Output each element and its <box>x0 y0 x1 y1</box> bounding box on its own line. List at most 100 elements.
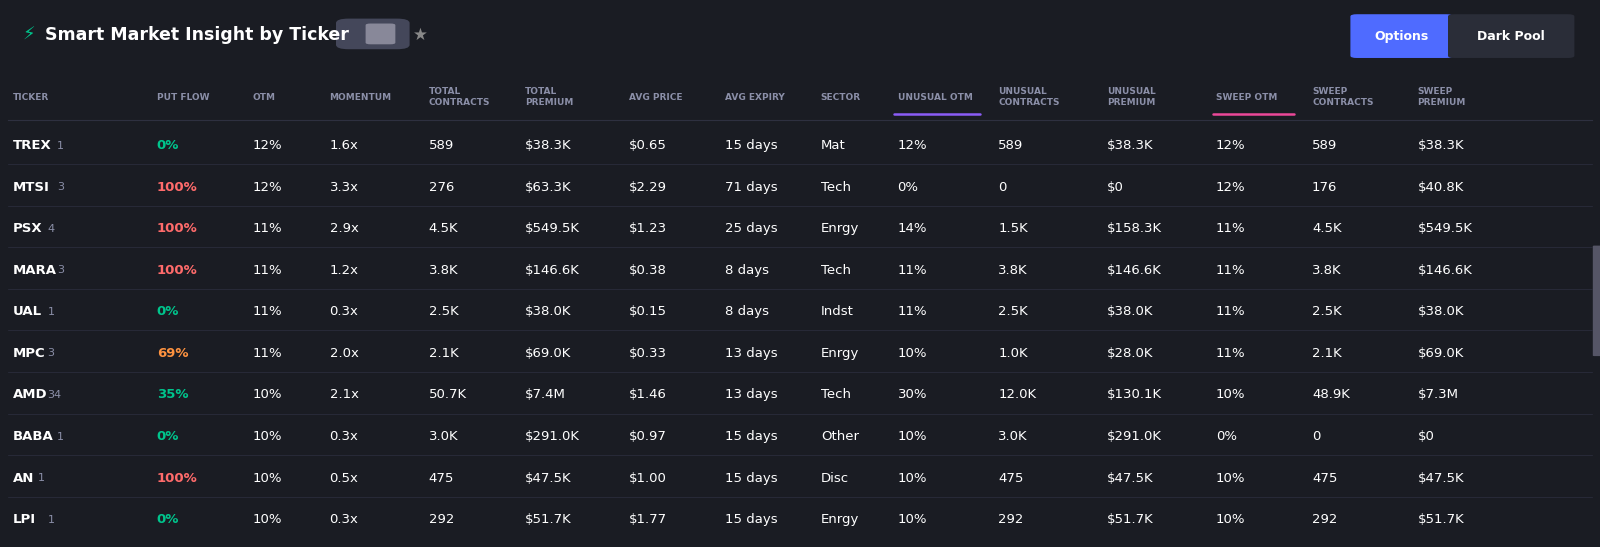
Text: 3.8K: 3.8K <box>429 264 459 277</box>
Text: Smart Market Insight by Ticker: Smart Market Insight by Ticker <box>45 26 349 44</box>
Text: 11%: 11% <box>1216 347 1246 360</box>
Text: 10%: 10% <box>253 513 282 526</box>
Text: $0.65: $0.65 <box>629 139 667 152</box>
Text: 10%: 10% <box>898 347 926 360</box>
Text: 2.1K: 2.1K <box>1312 347 1342 360</box>
Text: 10%: 10% <box>253 430 282 443</box>
Text: 10%: 10% <box>898 430 926 443</box>
Text: 2.5K: 2.5K <box>1312 305 1342 318</box>
Text: 10%: 10% <box>1216 388 1245 401</box>
Text: 2.1K: 2.1K <box>429 347 459 360</box>
Text: $28.0K: $28.0K <box>1107 347 1154 360</box>
Text: ⚡: ⚡ <box>22 26 35 44</box>
Text: 13 days: 13 days <box>725 388 778 401</box>
Text: 15 days: 15 days <box>725 139 778 152</box>
Text: Options: Options <box>1374 30 1429 43</box>
Text: $291.0K: $291.0K <box>1107 430 1162 443</box>
Text: $1.23: $1.23 <box>629 222 667 235</box>
Text: 0%: 0% <box>157 305 179 318</box>
Text: $291.0K: $291.0K <box>525 430 579 443</box>
Text: AN: AN <box>13 472 34 485</box>
Text: $0.15: $0.15 <box>629 305 667 318</box>
Text: 50.7K: 50.7K <box>429 388 467 401</box>
Text: 2.9x: 2.9x <box>330 222 358 235</box>
Text: Mat: Mat <box>821 139 845 152</box>
Text: 13 days: 13 days <box>725 347 778 360</box>
Text: TREX: TREX <box>13 139 51 152</box>
FancyBboxPatch shape <box>336 19 410 49</box>
Text: 30%: 30% <box>898 388 926 401</box>
Text: $47.5K: $47.5K <box>525 472 571 485</box>
Text: $549.5K: $549.5K <box>525 222 579 235</box>
Text: TOTAL
CONTRACTS: TOTAL CONTRACTS <box>429 88 490 107</box>
FancyBboxPatch shape <box>1350 14 1453 58</box>
Text: 0.3x: 0.3x <box>330 513 358 526</box>
Text: 4: 4 <box>48 224 54 234</box>
Text: 11%: 11% <box>1216 264 1246 277</box>
Text: 35%: 35% <box>157 388 189 401</box>
Text: 12%: 12% <box>898 139 928 152</box>
Text: 48.9K: 48.9K <box>1312 388 1350 401</box>
Text: BABA: BABA <box>13 430 53 443</box>
Text: $1.77: $1.77 <box>629 513 667 526</box>
Text: $2.29: $2.29 <box>629 181 667 194</box>
Text: 589: 589 <box>429 139 454 152</box>
Text: 11%: 11% <box>253 347 283 360</box>
Text: 589: 589 <box>1312 139 1338 152</box>
Text: 1.5K: 1.5K <box>998 222 1029 235</box>
Text: $7.3M: $7.3M <box>1418 388 1459 401</box>
Text: 15 days: 15 days <box>725 513 778 526</box>
Text: 10%: 10% <box>253 388 282 401</box>
Text: 1.6x: 1.6x <box>330 139 358 152</box>
Text: 12%: 12% <box>1216 139 1246 152</box>
Text: 1: 1 <box>48 515 54 525</box>
Text: 11%: 11% <box>253 264 283 277</box>
Text: 100%: 100% <box>157 472 197 485</box>
Text: 292: 292 <box>1312 513 1338 526</box>
Text: 100%: 100% <box>157 264 197 277</box>
FancyBboxPatch shape <box>1594 246 1600 356</box>
FancyBboxPatch shape <box>1448 14 1574 58</box>
Text: ★: ★ <box>413 26 427 44</box>
Text: Enrgy: Enrgy <box>821 347 859 360</box>
FancyBboxPatch shape <box>365 24 395 44</box>
Text: 10%: 10% <box>898 472 926 485</box>
Text: $38.3K: $38.3K <box>1107 139 1154 152</box>
Text: $146.6K: $146.6K <box>1107 264 1162 277</box>
Text: 3: 3 <box>58 182 64 192</box>
Text: $51.7K: $51.7K <box>1107 513 1154 526</box>
Text: 12%: 12% <box>1216 181 1246 194</box>
Text: 292: 292 <box>998 513 1024 526</box>
Text: Tech: Tech <box>821 388 851 401</box>
Text: $146.6K: $146.6K <box>525 264 579 277</box>
Text: 15 days: 15 days <box>725 430 778 443</box>
Text: $38.0K: $38.0K <box>525 305 571 318</box>
Text: 10%: 10% <box>253 472 282 485</box>
Text: 3.0K: 3.0K <box>998 430 1029 443</box>
Text: 69%: 69% <box>157 347 189 360</box>
Text: 0%: 0% <box>898 181 918 194</box>
Text: 12%: 12% <box>253 181 283 194</box>
Text: 10%: 10% <box>1216 513 1245 526</box>
Text: $38.0K: $38.0K <box>1107 305 1154 318</box>
Text: 8 days: 8 days <box>725 305 770 318</box>
Text: 292: 292 <box>429 513 454 526</box>
Text: Dark Pool: Dark Pool <box>1477 30 1546 43</box>
Text: $69.0K: $69.0K <box>1418 347 1464 360</box>
Text: 2.1x: 2.1x <box>330 388 358 401</box>
Text: $38.3K: $38.3K <box>1418 139 1464 152</box>
Text: PSX: PSX <box>13 222 43 235</box>
Text: SWEEP
CONTRACTS: SWEEP CONTRACTS <box>1312 88 1373 107</box>
Text: Disc: Disc <box>821 472 850 485</box>
Text: 2.5K: 2.5K <box>998 305 1029 318</box>
Text: 8 days: 8 days <box>725 264 770 277</box>
Text: 0%: 0% <box>1216 430 1237 443</box>
Text: 15 days: 15 days <box>725 472 778 485</box>
Text: AVG EXPIRY: AVG EXPIRY <box>725 93 784 102</box>
Text: $7.4M: $7.4M <box>525 388 566 401</box>
Text: SWEEP
PREMIUM: SWEEP PREMIUM <box>1418 88 1466 107</box>
Text: UNUSUAL
PREMIUM: UNUSUAL PREMIUM <box>1107 88 1155 107</box>
Text: $549.5K: $549.5K <box>1418 222 1472 235</box>
Text: 11%: 11% <box>1216 305 1246 318</box>
Text: Enrgy: Enrgy <box>821 513 859 526</box>
